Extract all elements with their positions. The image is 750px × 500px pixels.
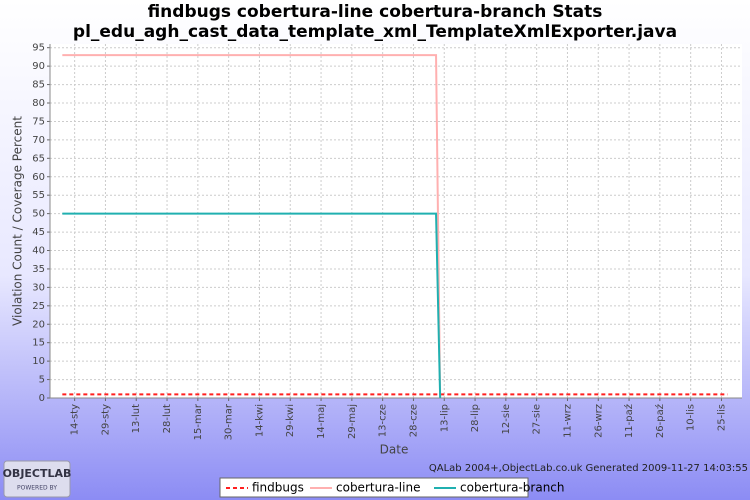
y-tick-label: 45 (32, 227, 45, 238)
x-tick-label: 28-lip (470, 404, 481, 432)
series-line (62, 212, 442, 399)
x-tick-label: 14-sty (70, 404, 81, 435)
y-tick-label: 85 (32, 80, 45, 91)
y-tick-label: 70 (32, 135, 45, 146)
x-tick-label: 13-cze (378, 404, 389, 437)
footer: QALab 2004+,ObjectLab.co.uk Generated 20… (429, 463, 748, 474)
logo-box (3, 460, 71, 498)
x-tick-label: 10-lis (686, 404, 697, 431)
x-axis-label: Date (380, 443, 409, 457)
y-tick-label: 60 (32, 172, 45, 183)
x-tick-label: 11-paź (623, 404, 635, 438)
y-tick-label: 40 (32, 246, 45, 257)
logo-name: OBJECTLAB (3, 467, 72, 480)
y-tick-label: 0 (39, 393, 45, 404)
x-tick-label: 14-maj (316, 404, 327, 439)
x-tick-label: 27-sie (532, 404, 543, 434)
x-tick-label: 26-paź (654, 404, 666, 438)
chart-subtitle: pl_edu_agh_cast_data_template_xml_Templa… (73, 22, 677, 42)
legend-label: cobertura-line (336, 481, 420, 495)
legend-box (219, 477, 529, 498)
x-tick-label: 11-wrz (562, 404, 573, 438)
plot-area (50, 44, 742, 398)
y-tick-label: 15 (32, 338, 45, 349)
y-tick-label: 95 (32, 43, 45, 54)
y-tick-label: 30 (32, 282, 45, 293)
x-tick-label: 28-cze (408, 404, 419, 437)
y-tick-label: 5 (39, 375, 45, 386)
x-tick-label: 28-lut (162, 404, 173, 433)
series-line (62, 54, 442, 399)
legend-label: findbugs (252, 481, 304, 495)
logo-tagline: POWERED BY (17, 485, 57, 492)
x-tick-label: 12-sie (501, 404, 512, 434)
x-tick-label: 30-mar (224, 403, 235, 440)
y-tick-label: 50 (32, 209, 45, 220)
legend-label: cobertura-branch (460, 481, 565, 495)
y-tick-label: 80 (32, 98, 45, 109)
y-tick-label: 90 (32, 61, 45, 72)
x-tick-label: 29-maj (347, 404, 358, 439)
y-axis-label: Violation Count / Coverage Percent (11, 116, 25, 326)
x-tick-label: 29-kwi (285, 404, 296, 437)
y-tick-label: 75 (32, 116, 45, 127)
y-tick-label: 20 (32, 319, 45, 330)
x-tick-label: 14-kwi (254, 404, 265, 437)
y-tick-label: 55 (32, 190, 45, 201)
x-tick-label: 26-wrz (593, 404, 604, 438)
y-tick-label: 65 (32, 153, 45, 164)
x-tick-label: 15-mar (193, 403, 204, 440)
y-tick-label: 25 (32, 301, 45, 312)
x-tick-label: 13-lut (131, 404, 142, 433)
logo: OBJECTLAB POWERED BY (3, 460, 72, 498)
y-tick-label: 10 (32, 356, 45, 367)
x-tick-label: 13-lip (439, 404, 450, 432)
x-tick-label: 25-lis (716, 404, 727, 431)
chart-title: findbugs cobertura-line cobertura-branch… (148, 2, 603, 22)
x-tick-label: 29-sty (100, 404, 111, 435)
y-tick-label: 35 (32, 264, 45, 275)
